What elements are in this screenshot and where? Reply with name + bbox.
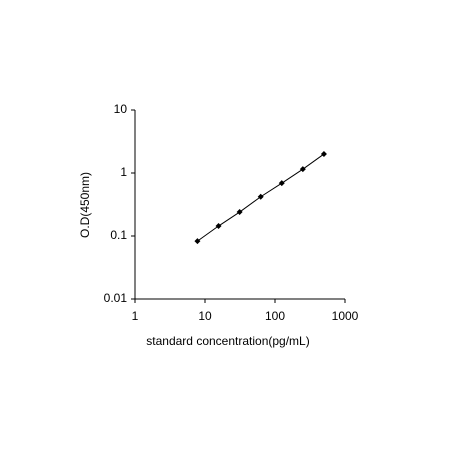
data-point (320, 151, 327, 158)
x-tick-label: 1000 (332, 309, 359, 323)
y-tick-label: 0.01 (104, 291, 128, 305)
data-point (257, 193, 264, 200)
data-point (236, 209, 243, 216)
x-tick-label: 1 (132, 309, 139, 323)
y-axis-label: O.D(450nm) (78, 172, 92, 238)
data-point (299, 166, 306, 173)
data-point (194, 238, 201, 245)
x-tick-label: 100 (265, 309, 285, 323)
data-point (278, 180, 285, 187)
data-point (215, 223, 222, 230)
y-tick-label: 1 (120, 165, 127, 179)
x-axis-label: standard concentration(pg/mL) (146, 334, 309, 348)
x-tick-label: 10 (198, 309, 212, 323)
y-tick-label: 10 (114, 102, 128, 116)
y-tick-label: 0.1 (110, 228, 127, 242)
